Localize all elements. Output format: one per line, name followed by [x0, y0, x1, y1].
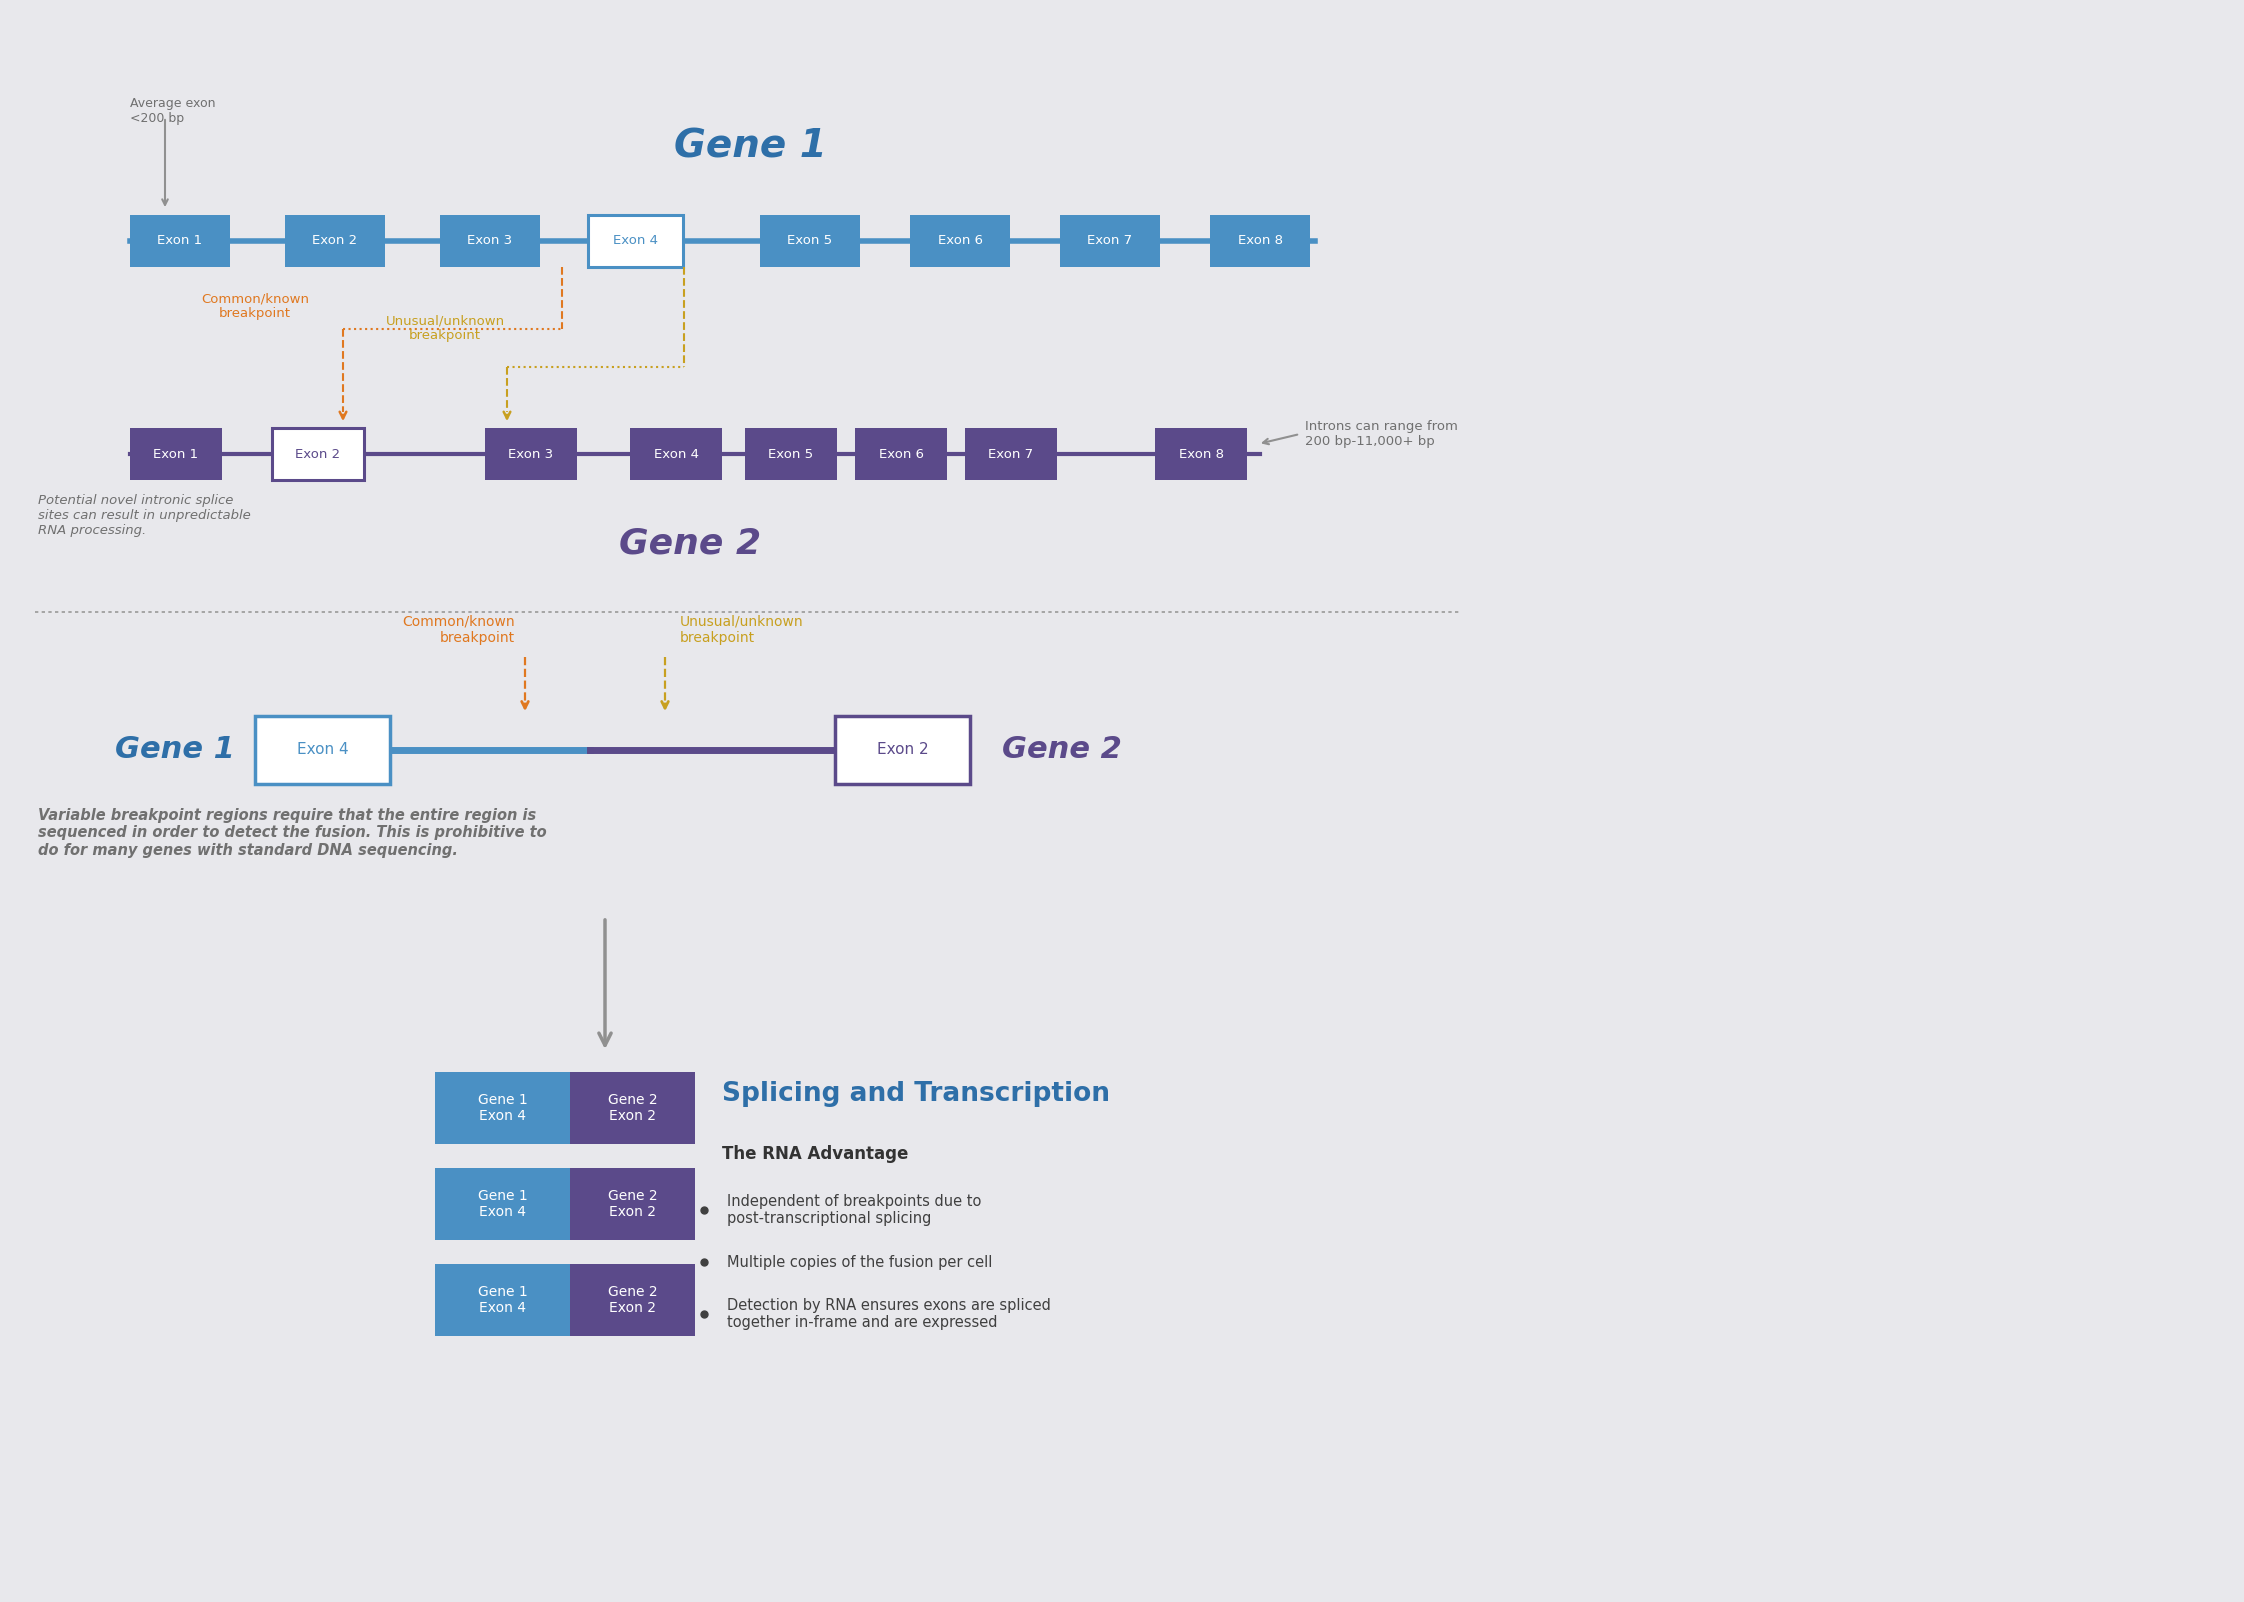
- Text: Exon 2: Exon 2: [877, 742, 929, 758]
- Text: Gene 2
Exon 2: Gene 2 Exon 2: [608, 1189, 657, 1219]
- Bar: [570, 1168, 696, 1240]
- Bar: [130, 215, 229, 268]
- Bar: [761, 215, 859, 268]
- Text: Gene 1
Exon 4: Gene 1 Exon 4: [478, 1093, 527, 1123]
- Text: Gene 1
Exon 4: Gene 1 Exon 4: [478, 1189, 527, 1219]
- Bar: [1210, 215, 1310, 268]
- Bar: [588, 215, 682, 268]
- Bar: [440, 215, 541, 268]
- Bar: [1156, 428, 1248, 481]
- Text: Unusual/unknown
breakpoint: Unusual/unknown breakpoint: [386, 314, 505, 341]
- Text: Potential novel intronic splice
sites can result in unpredictable
RNA processing: Potential novel intronic splice sites ca…: [38, 493, 251, 537]
- Text: Exon 7: Exon 7: [987, 447, 1034, 460]
- Text: Exon 2: Exon 2: [312, 234, 357, 247]
- Text: Common/known
breakpoint: Common/known breakpoint: [402, 615, 516, 646]
- Text: Introns can range from
200 bp-11,000+ bp: Introns can range from 200 bp-11,000+ bp: [1306, 420, 1459, 449]
- Bar: [745, 428, 837, 481]
- Bar: [485, 428, 577, 481]
- Text: Common/known
breakpoint: Common/known breakpoint: [202, 292, 310, 320]
- Text: Gene 1
Exon 4: Gene 1 Exon 4: [478, 1285, 527, 1315]
- Text: Exon 6: Exon 6: [877, 447, 925, 460]
- Bar: [835, 716, 969, 783]
- Text: Exon 4: Exon 4: [613, 234, 657, 247]
- Text: Exon 4: Exon 4: [296, 742, 348, 758]
- Text: Exon 7: Exon 7: [1088, 234, 1133, 247]
- Bar: [256, 716, 390, 783]
- Bar: [272, 428, 364, 481]
- Text: Exon 5: Exon 5: [788, 234, 833, 247]
- Text: Gene 1: Gene 1: [673, 128, 826, 167]
- Bar: [435, 1072, 570, 1144]
- Text: Multiple copies of the fusion per cell: Multiple copies of the fusion per cell: [727, 1254, 992, 1269]
- Bar: [965, 428, 1057, 481]
- Text: Gene 2
Exon 2: Gene 2 Exon 2: [608, 1093, 657, 1123]
- Text: Exon 1: Exon 1: [157, 234, 202, 247]
- Text: Gene 2: Gene 2: [619, 527, 761, 561]
- Text: Gene 1: Gene 1: [114, 735, 236, 764]
- Text: Exon 1: Exon 1: [153, 447, 197, 460]
- Text: Independent of breakpoints due to
post-transcriptional splicing: Independent of breakpoints due to post-t…: [727, 1193, 981, 1226]
- Text: Exon 8: Exon 8: [1178, 447, 1223, 460]
- Text: Unusual/unknown
breakpoint: Unusual/unknown breakpoint: [680, 615, 803, 646]
- Bar: [570, 1264, 696, 1336]
- Text: Exon 5: Exon 5: [767, 447, 815, 460]
- Text: Exon 3: Exon 3: [509, 447, 554, 460]
- Text: Exon 4: Exon 4: [653, 447, 698, 460]
- Text: Splicing and Transcription: Splicing and Transcription: [723, 1081, 1111, 1107]
- Text: Exon 2: Exon 2: [296, 447, 341, 460]
- Text: Gene 2: Gene 2: [1003, 735, 1122, 764]
- Bar: [911, 215, 1010, 268]
- Text: Gene 2
Exon 2: Gene 2 Exon 2: [608, 1285, 657, 1315]
- Bar: [631, 428, 723, 481]
- Text: Variable breakpoint regions require that the entire region is
sequenced in order: Variable breakpoint regions require that…: [38, 807, 548, 857]
- Bar: [285, 215, 386, 268]
- Text: Exon 8: Exon 8: [1236, 234, 1284, 247]
- Text: Average exon
<200 bp: Average exon <200 bp: [130, 98, 215, 125]
- Text: Detection by RNA ensures exons are spliced
together in-frame and are expressed: Detection by RNA ensures exons are splic…: [727, 1298, 1050, 1330]
- Text: Exon 3: Exon 3: [467, 234, 512, 247]
- Text: The RNA Advantage: The RNA Advantage: [723, 1145, 909, 1163]
- Bar: [570, 1072, 696, 1144]
- Bar: [130, 428, 222, 481]
- Text: Exon 6: Exon 6: [938, 234, 983, 247]
- Bar: [435, 1264, 570, 1336]
- Bar: [435, 1168, 570, 1240]
- Bar: [855, 428, 947, 481]
- Bar: [1059, 215, 1160, 268]
